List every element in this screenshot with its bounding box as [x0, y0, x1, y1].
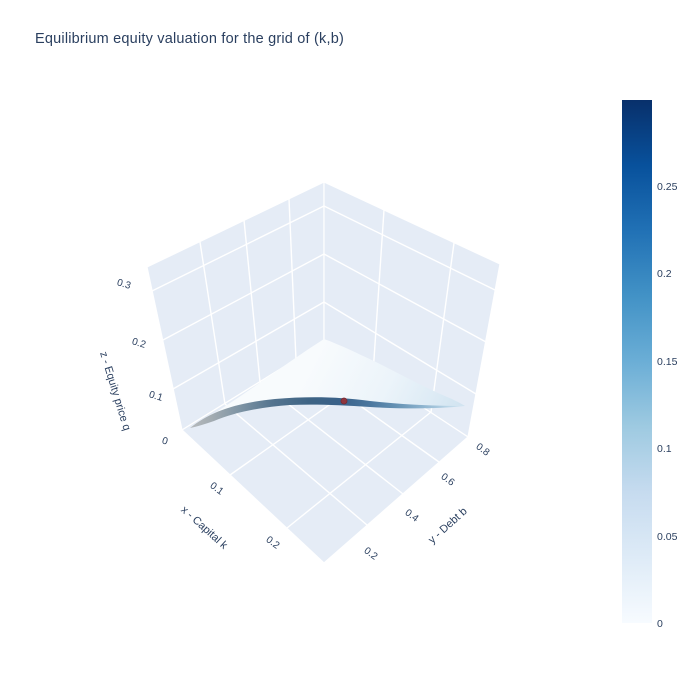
colorbar-tick-label: 0.25 — [657, 181, 678, 193]
marker-point[interactable] — [340, 397, 348, 405]
colorbar-ticks: 0.25 0.2 0.15 0.1 0.05 0 — [657, 181, 678, 630]
colorbar-tick-label: 0.15 — [657, 356, 678, 368]
surface-sheet[interactable] — [190, 339, 465, 428]
z-axis-ticks: 0 0.1 0.2 0.3 — [115, 277, 169, 447]
colorbar-tick-label: 0.2 — [657, 268, 672, 280]
z-tick-label: 0.1 — [147, 389, 164, 404]
grid-lines-left-wall — [151, 198, 325, 405]
colorbar-tick-label: 0.1 — [657, 443, 672, 455]
y-axis-ticks: 0.2 0.4 0.6 0.8 — [362, 441, 492, 562]
colorbar-tick-label: 0.05 — [657, 531, 678, 543]
grid-lines-right-wall — [323, 205, 496, 413]
z-tick-label: 0.2 — [130, 336, 147, 351]
chart-title: Equilibrium equity valuation for the gri… — [35, 31, 345, 47]
z-tick-label: 0.3 — [115, 277, 132, 292]
colorbar-gradient — [622, 100, 652, 623]
colorbar-tick-label: 0 — [657, 618, 663, 630]
surface-front-edge[interactable] — [190, 397, 465, 428]
z-tick-label: 0 — [160, 436, 169, 448]
